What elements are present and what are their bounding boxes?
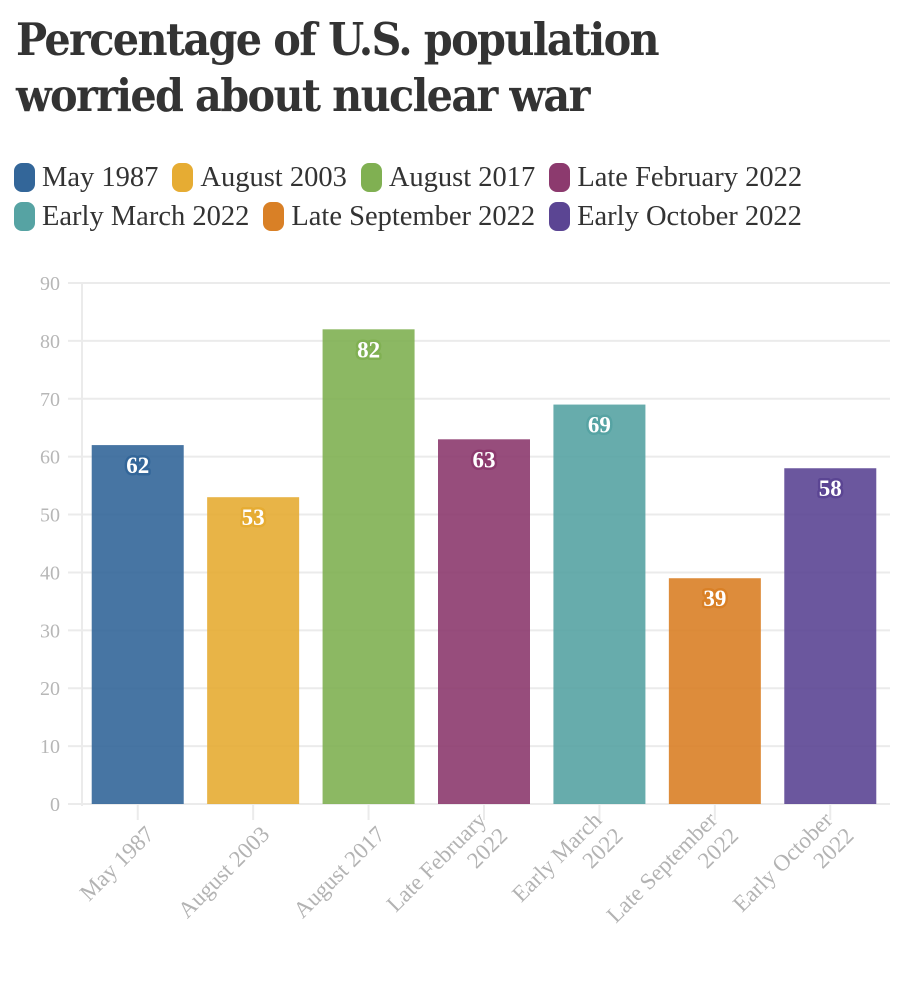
legend-label: Early October 2022 [577, 200, 802, 232]
x-tick-label: August 2017 [289, 822, 390, 923]
legend-label: May 1987 [42, 161, 159, 193]
y-tick-label: 80 [40, 331, 60, 353]
y-tick-label: 30 [40, 620, 60, 642]
bar[interactable] [91, 445, 184, 804]
y-tick-label: 20 [40, 678, 60, 700]
legend-label: August 2017 [388, 161, 536, 193]
x-tick-label-line: August 2003 [173, 822, 274, 923]
legend-label: Early March 2022 [42, 200, 250, 232]
data-labels: 62 53 82 63 69 39 58 [124, 335, 845, 614]
data-label: 82 [357, 337, 380, 362]
legend-item-early-october-2022[interactable]: Early October 2022 [549, 201, 802, 233]
legend-swatch [14, 202, 35, 231]
legend-item-early-march-2022[interactable]: Early March 2022 [14, 201, 249, 233]
y-tick-label: 70 [40, 389, 60, 411]
legend-swatch [14, 163, 35, 192]
y-tick-label: 90 [40, 273, 60, 295]
bars [91, 329, 877, 804]
chart-title: Percentage of U.S. population worried ab… [16, 13, 660, 122]
bar[interactable] [438, 439, 530, 804]
bar[interactable] [207, 497, 300, 804]
x-tick-label: August 2003 [173, 822, 274, 923]
y-tick-label: 60 [40, 447, 60, 469]
legend-item-late-february-2022[interactable]: Late February 2022 [549, 162, 802, 194]
legend-label: Late February 2022 [577, 161, 803, 193]
legend-swatch [549, 163, 571, 192]
bar[interactable] [668, 578, 761, 804]
y-tick-label: 50 [40, 505, 60, 527]
legend-label: Late September 2022 [291, 200, 536, 232]
data-label: 62 [126, 453, 149, 478]
bar[interactable] [784, 468, 877, 804]
x-tick-label: May 1987 [75, 822, 159, 906]
y-tick-label: 0 [50, 794, 60, 816]
data-label: 39 [703, 586, 726, 611]
data-label: 69 [588, 413, 611, 438]
legend-row: Early March 2022 Late September 2022 Ear… [14, 197, 904, 236]
legend-item-late-september-2022[interactable]: Late September 2022 [263, 201, 535, 233]
legend-item-august-2017[interactable]: August 2017 [360, 161, 536, 194]
data-label: 53 [242, 505, 265, 530]
y-tick-label: 10 [40, 736, 60, 758]
y-axis: 0 10 20 30 40 50 60 70 80 90 [40, 273, 60, 816]
x-tick-label-line: May 1987 [75, 822, 159, 906]
chart-legend: May 1987 August 2003 August 2017 Late Fe… [14, 158, 904, 236]
legend-item-may-1987[interactable]: May 1987 [14, 162, 158, 194]
data-label: 63 [473, 447, 496, 472]
legend-label: August 2003 [200, 161, 347, 193]
legend-swatch [360, 163, 382, 192]
legend-item-august-2003[interactable]: August 2003 [172, 161, 347, 194]
legend-swatch [263, 202, 285, 231]
x-tick-label-line: August 2017 [289, 822, 390, 923]
bar[interactable] [322, 329, 415, 804]
legend-row: May 1987 August 2003 August 2017 Late Fe… [14, 158, 904, 197]
data-label: 58 [819, 476, 842, 501]
legend-swatch [172, 163, 194, 192]
legend-swatch [549, 202, 571, 231]
bar[interactable] [553, 404, 646, 804]
y-tick-label: 40 [40, 562, 60, 584]
